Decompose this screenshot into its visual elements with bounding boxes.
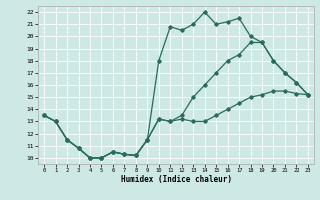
X-axis label: Humidex (Indice chaleur): Humidex (Indice chaleur) [121,175,231,184]
